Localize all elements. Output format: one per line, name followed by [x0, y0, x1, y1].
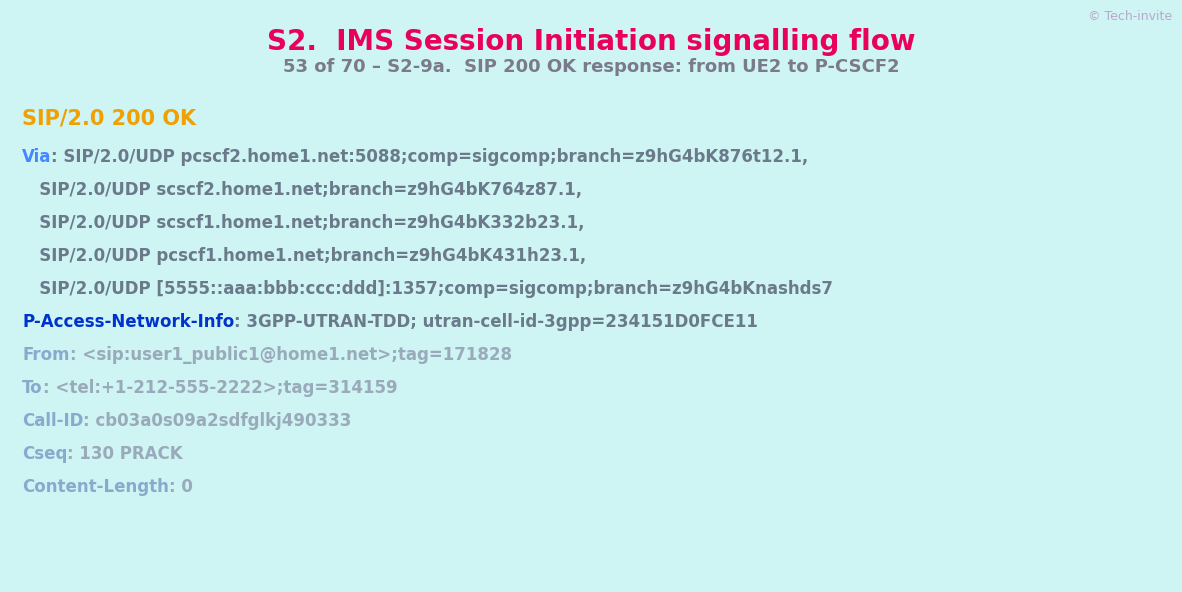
Text: Cseq: Cseq: [22, 445, 67, 463]
Text: S2.  IMS Session Initiation signalling flow: S2. IMS Session Initiation signalling fl…: [267, 28, 915, 56]
Text: : 0: : 0: [169, 478, 193, 496]
Text: Via: Via: [22, 148, 51, 166]
Text: SIP/2.0/UDP scscf1.home1.net;branch=z9hG4bK332b23.1,: SIP/2.0/UDP scscf1.home1.net;branch=z9hG…: [22, 214, 585, 232]
Text: © Tech-invite: © Tech-invite: [1087, 10, 1173, 23]
Text: Call-ID: Call-ID: [22, 412, 84, 430]
Text: : 3GPP-UTRAN-TDD; utran-cell-id-3gpp=234151D0FCE11: : 3GPP-UTRAN-TDD; utran-cell-id-3gpp=234…: [234, 313, 758, 331]
Text: : cb03a0s09a2sdfglkj490333: : cb03a0s09a2sdfglkj490333: [84, 412, 352, 430]
Text: SIP/2.0/UDP pcscf1.home1.net;branch=z9hG4bK431h23.1,: SIP/2.0/UDP pcscf1.home1.net;branch=z9hG…: [22, 247, 586, 265]
Text: To: To: [22, 379, 43, 397]
Text: From: From: [22, 346, 70, 364]
Text: SIP/2.0/UDP scscf2.home1.net;branch=z9hG4bK764z87.1,: SIP/2.0/UDP scscf2.home1.net;branch=z9hG…: [22, 181, 582, 199]
Text: SIP/2.0 200 OK: SIP/2.0 200 OK: [22, 108, 196, 128]
Text: P-Access-Network-Info: P-Access-Network-Info: [22, 313, 234, 331]
Text: Content-Length: Content-Length: [22, 478, 169, 496]
Text: : <tel:+1-212-555-2222>;tag=314159: : <tel:+1-212-555-2222>;tag=314159: [43, 379, 397, 397]
Text: : 130 PRACK: : 130 PRACK: [67, 445, 183, 463]
Text: : <sip:user1_public1@home1.net>;tag=171828: : <sip:user1_public1@home1.net>;tag=1718…: [70, 346, 512, 364]
Text: 53 of 70 – S2-9a.  SIP 200 OK response: from UE2 to P-CSCF2: 53 of 70 – S2-9a. SIP 200 OK response: f…: [282, 58, 900, 76]
Text: SIP/2.0/UDP [5555::aaa:bbb:ccc:ddd]:1357;comp=sigcomp;branch=z9hG4bKnashds7: SIP/2.0/UDP [5555::aaa:bbb:ccc:ddd]:1357…: [22, 280, 833, 298]
Text: : SIP/2.0/UDP pcscf2.home1.net:5088;comp=sigcomp;branch=z9hG4bK876t12.1,: : SIP/2.0/UDP pcscf2.home1.net:5088;comp…: [51, 148, 808, 166]
